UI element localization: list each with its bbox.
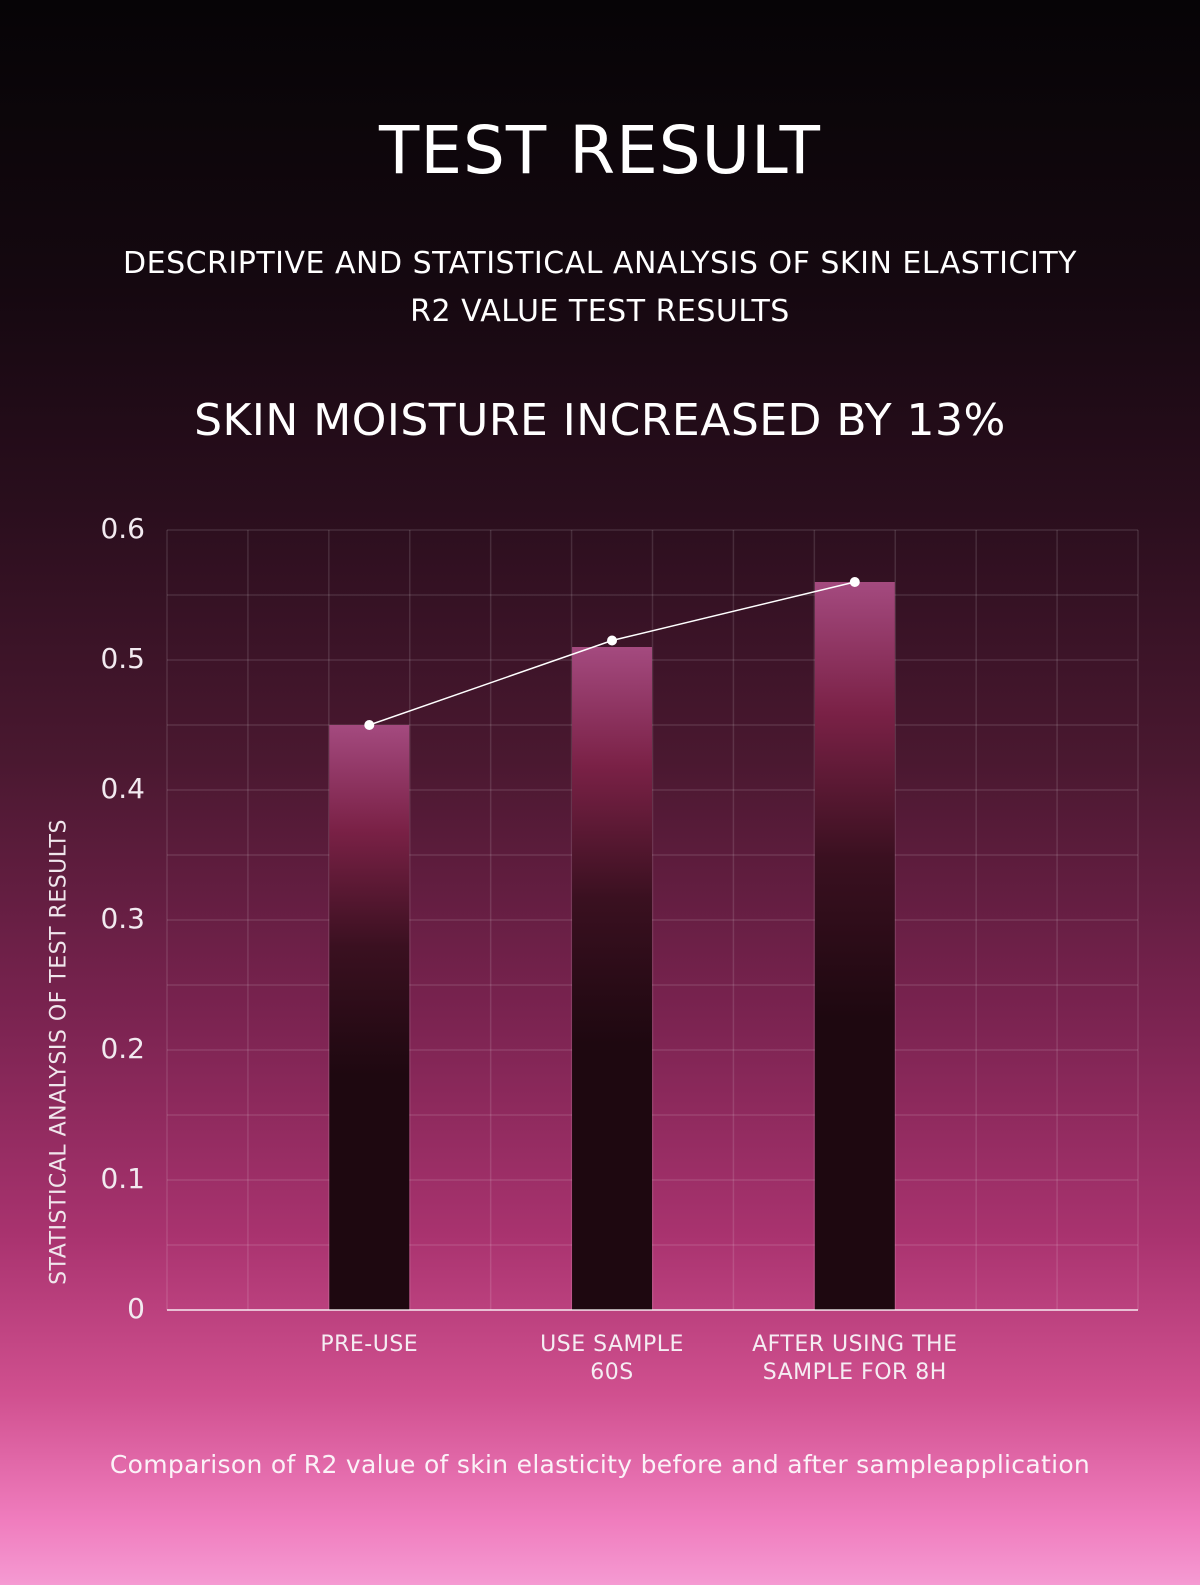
trend-point [849,577,860,587]
y-tick-label: 0.3 [100,902,145,935]
y-tick-label: 0.2 [100,1032,145,1065]
x-tick-line-2: SAMPLE FOR 8H [762,1360,947,1385]
x-tick-label: PRE-USE [249,1331,489,1359]
x-tick-line-2: 60S [590,1360,634,1385]
subtitle-line-2: R2 VALUE TEST RESULTS [410,294,790,329]
bar [572,647,653,1310]
page-subtitle: DESCRIPTIVE AND STATISTICAL ANALYSIS OF … [0,240,1200,336]
chart-caption: Comparison of R2 value of skin elasticit… [109,1450,1091,1479]
trend-point [607,635,618,646]
x-tick-line-1: PRE-USE [320,1332,419,1357]
subtitle-line-1: DESCRIPTIVE AND STATISTICAL ANALYSIS OF … [123,246,1077,281]
x-tick-label: USE SAMPLE 60S [492,1331,732,1387]
y-tick-label: 0.5 [100,642,145,675]
chart-headline: SKIN MOISTURE INCREASED BY 13% [194,395,1006,446]
y-tick-label: 0.1 [100,1162,145,1195]
trend-point [364,720,375,730]
x-tick-label: AFTER USING THE SAMPLE FOR 8H [735,1331,975,1387]
page-title: TEST RESULT [379,112,821,189]
y-tick-label: 0 [127,1292,145,1325]
x-tick-line-1: USE SAMPLE [540,1332,684,1357]
bar [329,725,410,1310]
y-tick-label: 0.6 [100,512,145,545]
chart-trend-line [364,577,860,730]
chart-grid [166,529,1139,1311]
y-tick-label: 0.4 [100,772,145,805]
chart-bars [329,582,895,1310]
bar [814,582,895,1310]
x-tick-line-1: AFTER USING THE [752,1332,958,1357]
